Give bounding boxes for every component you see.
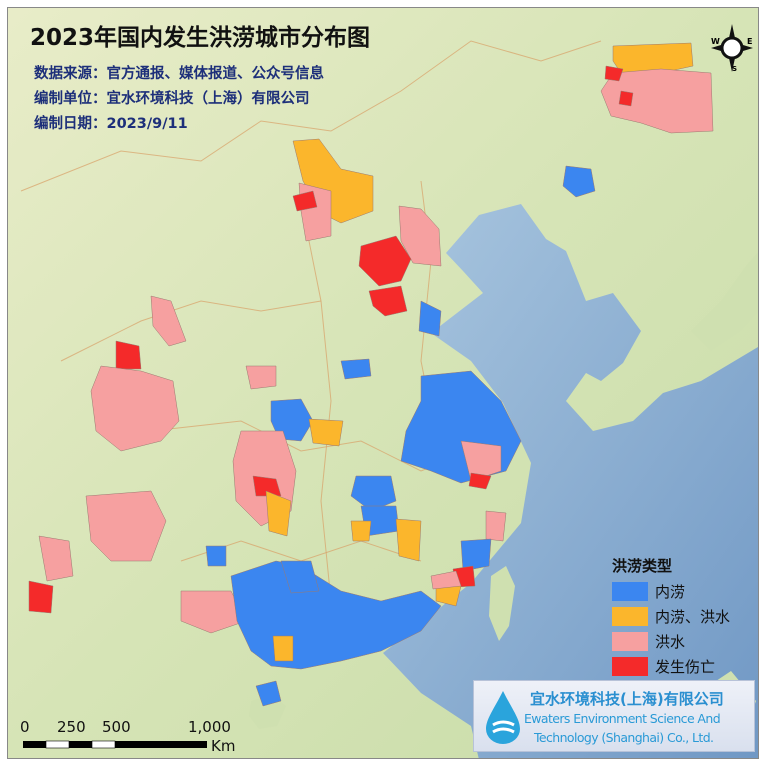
legend-label: 内涝、洪水	[655, 608, 731, 626]
legend: 洪涝类型 内涝 内涝、洪水 洪水 发生伤亡	[612, 555, 730, 679]
province-boundary	[60, 300, 322, 362]
waterlogging-flood-region	[612, 42, 694, 74]
legend-label: 发生伤亡	[655, 658, 716, 676]
flood-region	[180, 590, 247, 634]
waterlogging-flood-region	[395, 518, 422, 562]
casualty-region	[115, 340, 142, 370]
legend-swatch	[612, 607, 648, 626]
legend-swatch	[612, 632, 648, 651]
compile-date: 编制日期：2023/9/11	[34, 116, 188, 132]
casualty-region	[468, 472, 492, 490]
logo-company-en-1: Ewaters Environment Science And	[524, 711, 721, 726]
flood-region	[398, 205, 442, 267]
flood-region	[600, 68, 714, 134]
logo-company-cn: 宜水环境科技(上海)有限公司	[530, 690, 724, 708]
province-boundary	[300, 200, 332, 602]
flood-region	[85, 490, 167, 562]
compiler-unit: 编制单位：宜水环境科技（上海）有限公司	[34, 91, 310, 107]
taiwan-island	[489, 566, 515, 641]
waterlogging-region	[460, 538, 492, 572]
casualty-region	[292, 190, 318, 212]
company-logo-panel: 宜水环境科技(上海)有限公司 Ewaters Environment Scien…	[473, 680, 755, 752]
flood-region	[90, 365, 180, 452]
casualty-region	[28, 580, 54, 614]
data-source: 数据来源：官方通报、媒体报道、公众号信息	[34, 66, 324, 82]
legend-item-casualties: 发生伤亡	[612, 654, 730, 679]
casualty-region	[604, 65, 624, 82]
japan-land	[691, 252, 758, 351]
compass-w: W	[711, 37, 720, 46]
scale-tick-0: 0	[20, 718, 30, 736]
north-arrow-compass: W E S	[707, 24, 757, 72]
scale-tick-1000: 1,000	[188, 718, 231, 736]
flood-city-regions	[28, 42, 714, 707]
sea	[383, 204, 758, 758]
waterlogging-flood-region	[265, 490, 292, 537]
waterlogging-flood-region	[350, 520, 372, 542]
hainan-island	[249, 694, 286, 729]
compass-s: S	[732, 65, 737, 72]
legend-label: 内涝	[655, 583, 686, 601]
waterlogging-region	[270, 398, 314, 442]
map-title: 2023年国内发生洪涝城市分布图	[30, 25, 371, 51]
compass-e: E	[747, 37, 752, 46]
province-boundary	[20, 40, 602, 192]
legend-item-waterlogging-flood: 内涝、洪水	[612, 604, 730, 629]
legend-item-waterlogging: 内涝	[612, 579, 730, 604]
legend-item-flood: 洪水	[612, 629, 730, 654]
flood-region	[430, 570, 462, 590]
flood-region	[460, 440, 502, 482]
casualty-region	[358, 235, 412, 287]
flood-region	[38, 535, 74, 582]
waterlogging-region	[340, 358, 372, 380]
waterlogging-region	[562, 165, 596, 198]
legend-label: 洪水	[655, 633, 686, 651]
waterlogging-flood-region	[272, 635, 294, 662]
logo-company-en-2: Technology (Shanghai) Co., Ltd.	[534, 730, 714, 745]
sea-layer	[383, 204, 758, 758]
scale-tick-500: 500	[102, 718, 131, 736]
scale-bar	[23, 740, 207, 749]
casualty-region	[618, 90, 634, 107]
flood-region	[485, 510, 507, 542]
waterlogging-region	[418, 300, 442, 337]
legend-swatch	[612, 657, 648, 676]
scale-unit: Km	[211, 737, 236, 755]
legend-swatch	[612, 582, 648, 601]
flood-region	[150, 295, 187, 347]
legend-title: 洪涝类型	[612, 557, 673, 575]
flood-region	[245, 365, 277, 390]
casualty-region	[368, 285, 408, 317]
casualty-region	[252, 475, 282, 497]
waterlogging-region	[280, 560, 320, 594]
water-drop-logo-icon	[486, 691, 520, 744]
waterlogging-flood-region	[308, 418, 344, 447]
waterlogging-region	[255, 680, 282, 707]
scale-tick-250: 250	[57, 718, 86, 736]
waterlogging-region	[205, 545, 227, 567]
